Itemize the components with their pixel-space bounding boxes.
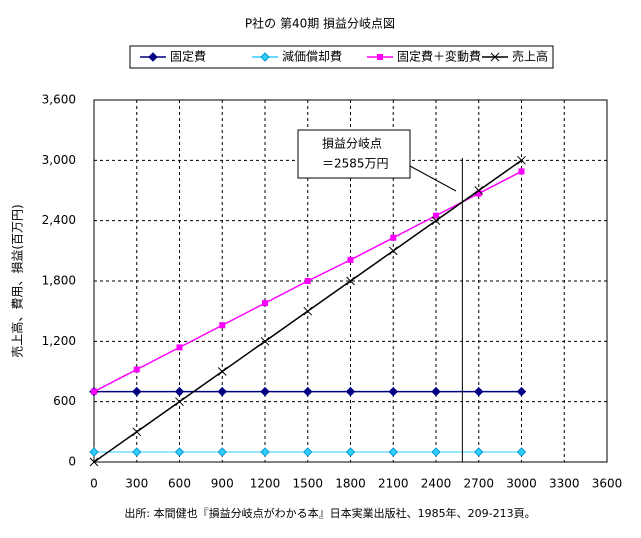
- data-point: [260, 447, 270, 457]
- y-tick-label: 3,000: [42, 153, 76, 167]
- data-point: [345, 447, 356, 457]
- data-point: [431, 216, 441, 226]
- plot-border: [93, 99, 608, 463]
- data-point: [474, 447, 484, 457]
- data-point: [89, 447, 99, 457]
- x-tick-label: 600: [168, 477, 191, 491]
- data-point: [133, 366, 140, 373]
- legend-label: 売上高: [512, 49, 548, 64]
- y-tick-label: 1,800: [42, 274, 76, 288]
- data-point: [174, 447, 185, 457]
- x-tick-label: 0: [90, 477, 98, 491]
- callout-pointer: [409, 165, 457, 192]
- data-point: [132, 427, 142, 437]
- x-tick-label: 300: [125, 477, 148, 491]
- legend-marker: [148, 52, 158, 62]
- legend-marker: [260, 52, 270, 62]
- callout-box: [297, 129, 411, 179]
- callout-text: 損益分岐点: [322, 136, 382, 151]
- callout-text: ＝2585万円: [322, 157, 389, 171]
- legend-label: 固定費＋変動費: [397, 49, 481, 64]
- legend-box: [129, 45, 554, 69]
- x-tick-label: 3000: [506, 477, 537, 491]
- data-point: [388, 386, 398, 397]
- legend-label: 固定費: [170, 49, 206, 64]
- x-tick-label: 1500: [292, 477, 323, 491]
- data-point: [474, 386, 484, 397]
- data-point: [516, 447, 527, 457]
- x-tick-label: 900: [211, 477, 234, 491]
- x-tick-label: 2700: [463, 477, 494, 491]
- data-point: [132, 386, 142, 397]
- data-point: [388, 246, 398, 256]
- x-tick-label: 3300: [549, 477, 580, 491]
- y-axis-label: 売上高、費用、損益(百万円): [10, 204, 25, 357]
- data-point: [217, 367, 227, 376]
- data-point: [91, 388, 97, 395]
- data-point: [260, 386, 270, 397]
- data-point: [217, 386, 227, 397]
- x-tick-label: 1800: [335, 477, 366, 491]
- data-point: [347, 256, 354, 263]
- data-point: [390, 234, 397, 241]
- data-point: [431, 447, 441, 457]
- y-tick-label: 600: [53, 394, 76, 408]
- data-point: [303, 447, 313, 457]
- data-point: [304, 278, 311, 284]
- x-tick-label: 1200: [250, 477, 281, 491]
- data-point: [474, 186, 484, 195]
- data-point: [219, 322, 226, 329]
- y-tick-label: 0: [68, 455, 76, 469]
- data-point: [517, 155, 526, 165]
- data-point: [388, 447, 398, 457]
- data-point: [345, 386, 356, 397]
- data-point: [475, 190, 482, 197]
- x-tick-label: 2400: [421, 477, 452, 491]
- x-tick-label: 3600: [592, 477, 623, 491]
- y-tick-label: 1,200: [42, 334, 76, 348]
- footer: 出所: 本間健也『損益分岐点がわかる本』日本実業出版社、1985年、209-21…: [124, 506, 535, 520]
- data-point: [433, 212, 439, 219]
- data-point: [518, 168, 525, 175]
- data-point: [303, 306, 313, 316]
- data-point: [262, 300, 268, 307]
- legend-label: 減価償却費: [282, 49, 342, 64]
- y-tick-label: 2,400: [42, 213, 76, 227]
- data-point: [175, 397, 184, 407]
- legend-marker: [490, 52, 500, 62]
- data-point: [303, 386, 313, 397]
- data-point: [516, 386, 527, 397]
- data-point: [174, 386, 185, 397]
- data-point: [132, 447, 142, 457]
- data-point: [431, 386, 441, 397]
- y-tick-label: 3,600: [42, 93, 76, 107]
- data-point: [346, 276, 355, 286]
- chart-title: P社の 第40期 損益分岐点図: [245, 16, 395, 31]
- data-point: [89, 457, 99, 467]
- data-point: [176, 344, 183, 351]
- data-point: [260, 336, 270, 346]
- legend-marker: [377, 54, 383, 60]
- data-point: [217, 447, 227, 457]
- x-tick-label: 2100: [378, 477, 409, 491]
